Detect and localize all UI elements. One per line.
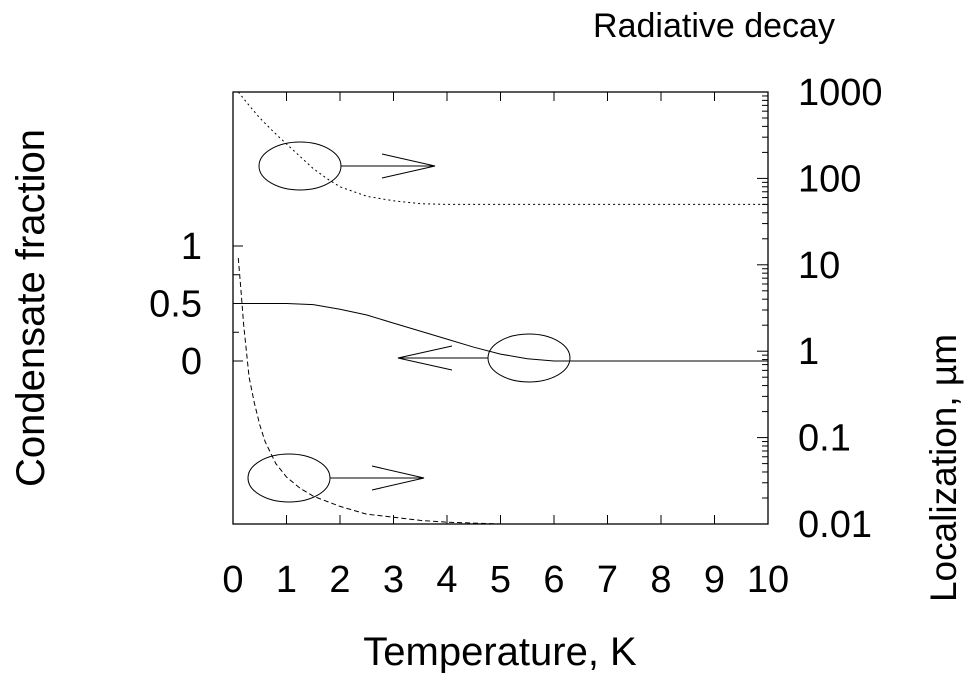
- series-lines: [233, 91, 768, 525]
- x-tick-label: 3: [383, 559, 404, 601]
- x-tick-label: 0: [222, 559, 243, 601]
- x-tick-label: 10: [747, 559, 789, 601]
- x-tick-label: 2: [329, 559, 350, 601]
- right-tick-label: 10: [798, 245, 840, 287]
- left-tick-label: 1: [181, 226, 202, 268]
- right-tick-label: 100: [798, 158, 861, 200]
- left-axis-label: Condensate fraction: [9, 129, 53, 487]
- right-tick-label: 0.01: [798, 504, 872, 546]
- x-tick-label: 5: [490, 559, 511, 601]
- x-tick-label: 7: [597, 559, 618, 601]
- series-line-solid: [233, 303, 768, 362]
- marker-solid-to-left-axis: [397, 333, 571, 383]
- x-tick-label: 8: [650, 559, 671, 601]
- x-tick-label: 6: [543, 559, 564, 601]
- x-tick-label: 1: [276, 559, 297, 601]
- x-tick-label: 9: [704, 559, 725, 601]
- right-axis-label: Localization, µm: [923, 334, 964, 602]
- right-tick-label: 0.1: [798, 418, 851, 460]
- marker-dashed-to-right-axis: [247, 453, 425, 503]
- plot-frame: [232, 91, 769, 525]
- ticks: [232, 91, 769, 525]
- marker-dotted-to-right-axis: [258, 141, 436, 191]
- x-tick-label: 4: [436, 559, 457, 601]
- left-tick-label: 0.5: [149, 284, 202, 326]
- series-line-dashed: [237, 257, 544, 525]
- right-axis-top-label: Radiative decay: [593, 7, 835, 45]
- left-tick-label: 0: [181, 341, 202, 383]
- right-tick-label: 1: [798, 331, 819, 373]
- x-axis-label: Temperature, K: [363, 630, 637, 673]
- right-tick-label: 1000: [798, 72, 883, 114]
